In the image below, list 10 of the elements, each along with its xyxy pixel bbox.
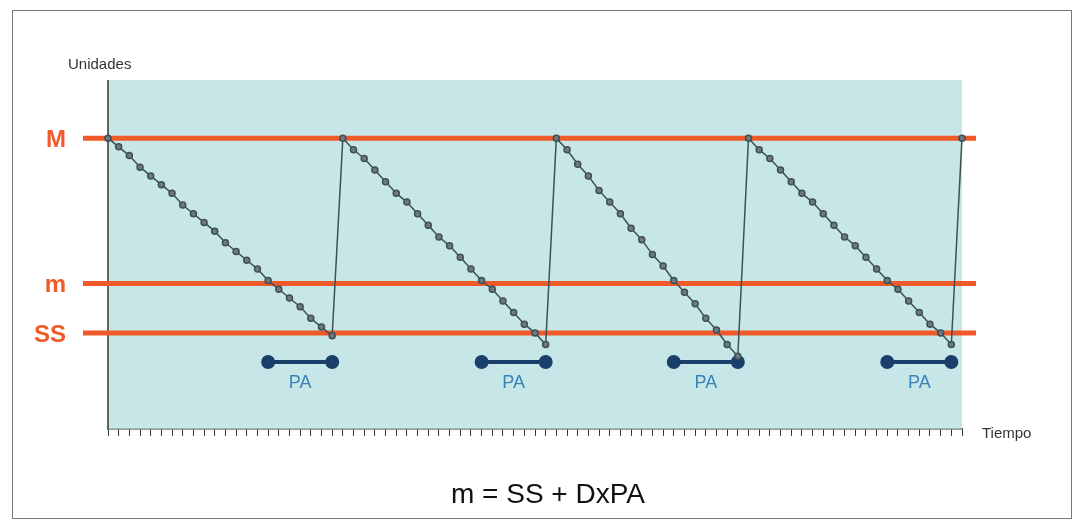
series-label: PA bbox=[502, 371, 525, 392]
ref-line-label: M bbox=[46, 124, 66, 152]
series-label: PA bbox=[907, 371, 931, 392]
series-label: PA bbox=[694, 371, 718, 392]
ref-line-label: SS bbox=[33, 319, 66, 347]
x-axis-title: Tiempo bbox=[982, 423, 1032, 441]
ref-line-label: m bbox=[44, 270, 66, 298]
series-label: PA bbox=[288, 371, 312, 392]
y-axis-title: Unidades bbox=[68, 54, 132, 72]
text: m = SS + DxPA bbox=[451, 477, 646, 509]
